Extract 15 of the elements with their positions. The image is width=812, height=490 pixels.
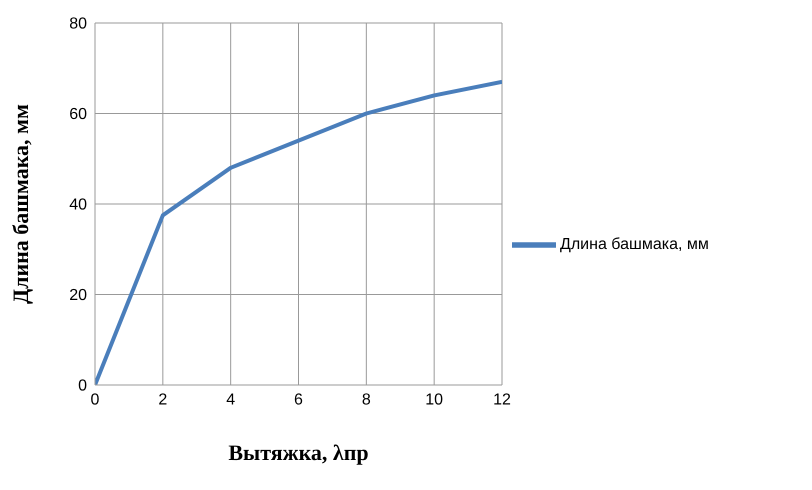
x-tick-label: 2: [158, 391, 168, 408]
y-tick-label: 60: [69, 106, 88, 124]
x-tick-label: 8: [362, 391, 371, 408]
x-tick-label: 12: [493, 391, 511, 408]
y-tick-label: 80: [69, 16, 88, 33]
x-tick-label: 4: [226, 391, 236, 408]
y-tick-label: 0: [78, 378, 88, 395]
y-tick-label: 20: [69, 287, 88, 304]
x-tick-label: 6: [294, 391, 304, 408]
y-tick-label: 40: [69, 196, 88, 214]
legend-label: Длина башмака, мм: [560, 236, 709, 254]
x-axis-title: Вытяжка, λпр: [228, 440, 369, 465]
y-axis-title: Длина башмака, мм: [8, 104, 33, 304]
x-tick-label: 0: [90, 391, 100, 408]
x-tick-label: 10: [425, 391, 444, 408]
